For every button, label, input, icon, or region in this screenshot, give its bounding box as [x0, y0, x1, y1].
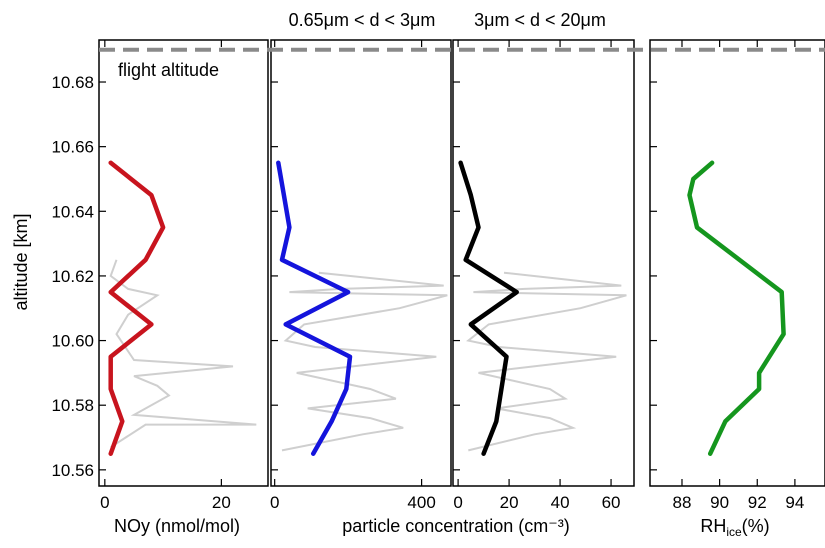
y-tick-label-4: 10.64: [51, 202, 94, 221]
x-axis-label-particle-concentration: particle concentration (cm⁻³): [342, 516, 570, 536]
panel-frame-coarse: [452, 39, 635, 487]
x-tick-label-coarse-0: 0: [453, 493, 462, 512]
x-tick-label-noy-1: 20: [212, 493, 231, 512]
x-tick-label-fine-1: 400: [407, 493, 435, 512]
x-tick-label-noy-0: 0: [100, 493, 109, 512]
x-tick-label-rhice-0: 88: [673, 493, 692, 512]
x-axis-label-rhice: RHice(%): [700, 516, 769, 539]
flight-altitude-label: flight altitude: [118, 60, 219, 80]
chart-panels: 0 20 0 400 0 20 40 60 88 90 92 9410.5610.5810.6010.…: [51, 39, 825, 512]
y-tick-label-2: 10.60: [51, 332, 94, 351]
x-tick-label-coarse-1: 20: [500, 493, 519, 512]
raw-trace-noy: [109, 259, 257, 449]
x-tick-label-rhice-3: 94: [785, 493, 804, 512]
profile-line-fine: [276, 160, 353, 456]
y-tick-label-1: 10.58: [51, 396, 94, 415]
x-tick-label-fine-0: 0: [270, 493, 279, 512]
x-tick-label-rhice-2: 92: [748, 493, 767, 512]
y-tick-label-5: 10.66: [51, 138, 94, 157]
profile-line-rhice: [687, 160, 786, 456]
x-tick-label-coarse-3: 60: [602, 493, 621, 512]
raw-trace-coarse: [466, 271, 627, 452]
profile-line-noy: [108, 160, 166, 456]
panel-title-fine: 0.65μm < d < 3μm: [289, 10, 436, 30]
x-tick-label-coarse-2: 40: [551, 493, 570, 512]
y-tick-label-3: 10.62: [51, 267, 94, 286]
y-tick-label-6: 10.68: [51, 73, 94, 92]
panel-frame-fine: [270, 39, 452, 487]
raw-trace-fine: [281, 271, 448, 452]
x-tick-label-rhice-1: 90: [710, 493, 729, 512]
y-axis-label: altitude [km]: [11, 213, 31, 310]
panel-title-coarse: 3μm < d < 20μm: [474, 10, 606, 30]
x-axis-label-noy: NOy (nmol/mol): [114, 516, 240, 536]
y-tick-label-0: 10.56: [51, 461, 94, 480]
profile-line-coarse: [458, 160, 519, 456]
panel-frame-rhice: [649, 39, 825, 487]
panel-frame-noy: [98, 39, 269, 487]
